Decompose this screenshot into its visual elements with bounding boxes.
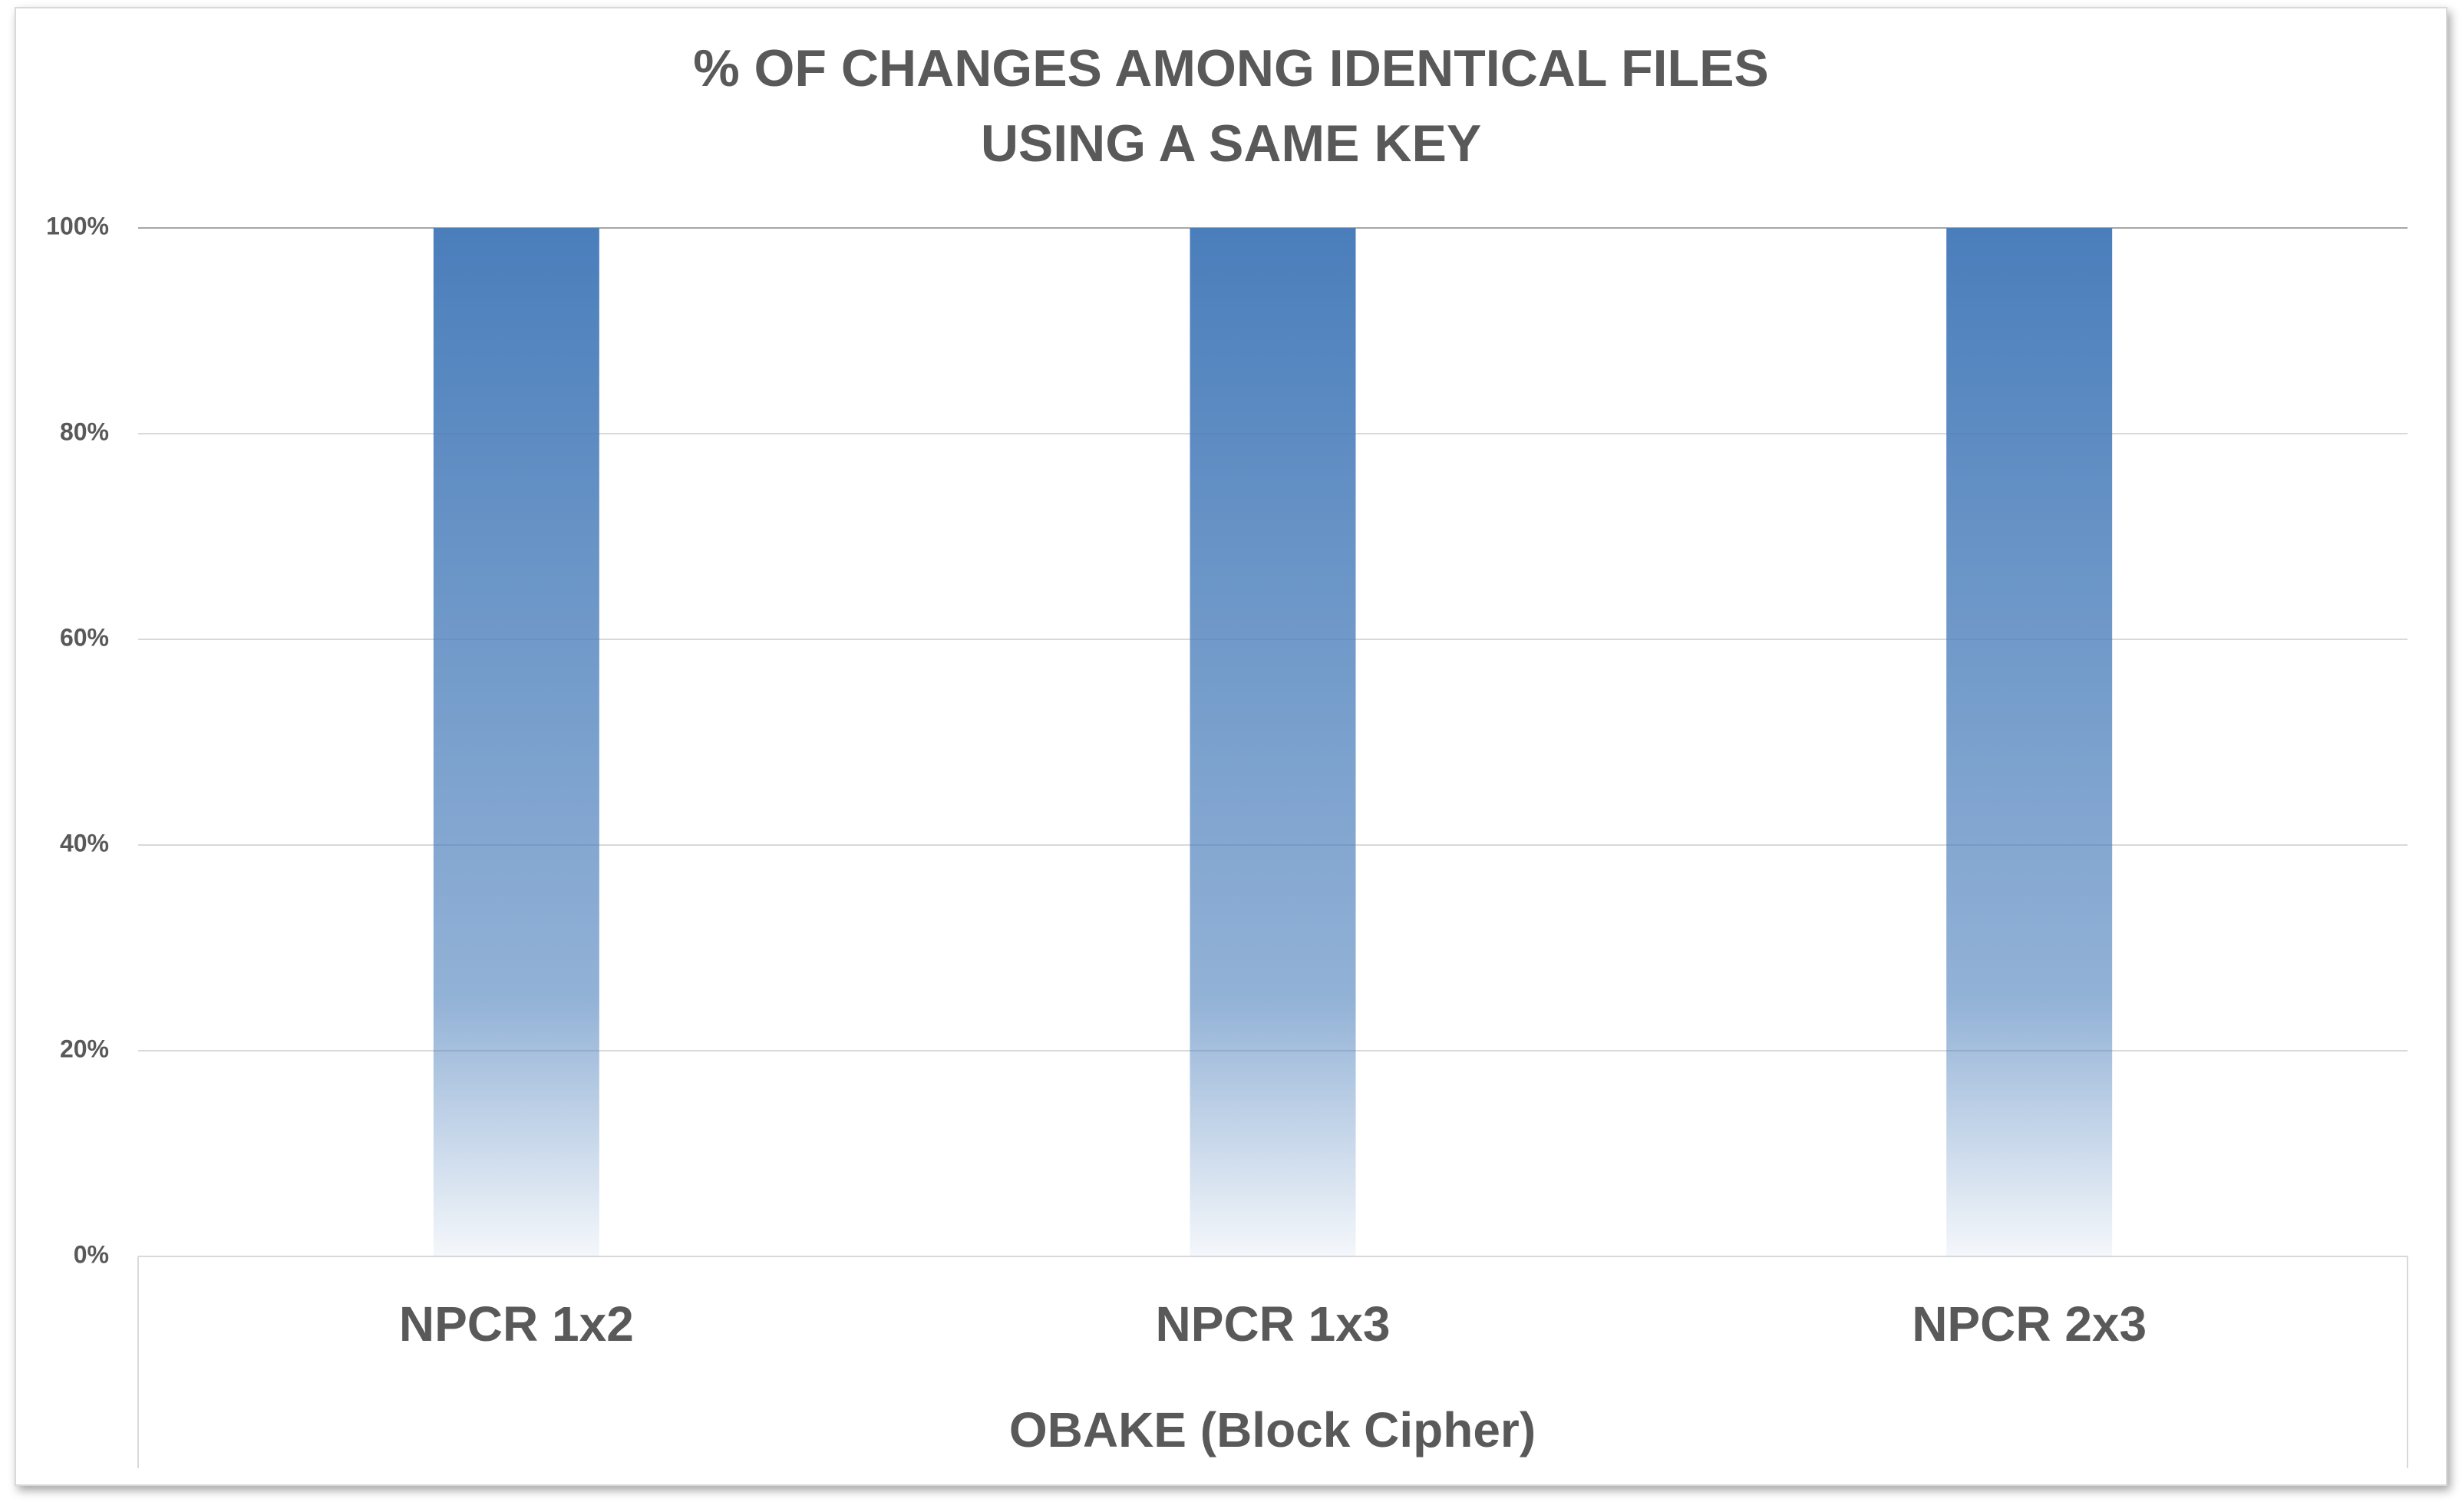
x-group-label: OBAKE (Block Cipher) (1009, 1402, 1536, 1458)
bar (433, 228, 599, 1256)
bar (1946, 228, 2113, 1256)
chart-title: % OF CHANGES AMONG IDENTICAL FILES (693, 39, 1769, 97)
y-tick-label: 60% (60, 623, 109, 651)
x-tick-label: NPCR 1x3 (1156, 1296, 1391, 1352)
chart-title: USING A SAME KEY (981, 114, 1481, 173)
x-tick-label: NPCR 2x3 (1912, 1296, 2147, 1352)
y-tick-label: 100% (46, 212, 109, 239)
x-tick-label: NPCR 1x2 (399, 1296, 634, 1352)
y-tick-label: 0% (74, 1240, 109, 1268)
y-tick-label: 20% (60, 1035, 109, 1062)
axis-frame (137, 1256, 2408, 1468)
y-tick-label: 80% (60, 418, 109, 445)
bar (1190, 228, 1356, 1256)
y-tick-label: 40% (60, 829, 109, 857)
